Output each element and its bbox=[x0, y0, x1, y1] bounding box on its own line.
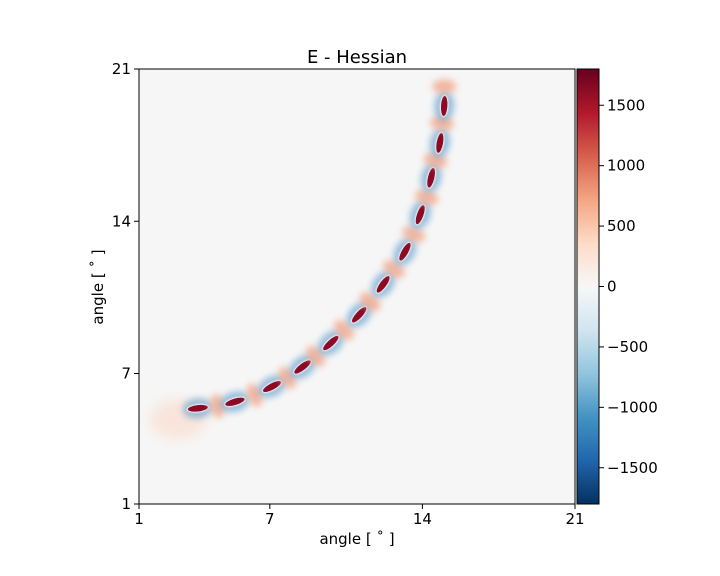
colorbar-tick-label: 500 bbox=[607, 217, 636, 235]
colorbar-tick-label: 1000 bbox=[607, 157, 645, 175]
heatmap-layer bbox=[150, 79, 457, 440]
band-point bbox=[182, 398, 213, 419]
y-tick-label: 14 bbox=[112, 212, 131, 230]
colorbar-tick-label: −500 bbox=[607, 338, 648, 356]
band-point bbox=[371, 270, 396, 298]
colorbar-tick-label: 0 bbox=[607, 278, 617, 296]
positive-lobe bbox=[399, 242, 411, 261]
positive-lobe bbox=[187, 404, 208, 412]
band-point bbox=[317, 330, 344, 356]
band-point bbox=[434, 90, 455, 121]
chart-title: E - Hessian bbox=[307, 47, 407, 68]
x-tick-label: 1 bbox=[134, 510, 144, 528]
band-point bbox=[429, 128, 451, 158]
y-axis-label: angle [ ˚ ] bbox=[89, 249, 107, 324]
band-point bbox=[393, 237, 417, 266]
colorbar-ticks: 1500 1000 500 0 −500 −1000 −1500 bbox=[599, 96, 658, 477]
plot-frame bbox=[138, 68, 576, 505]
positive-lobe bbox=[376, 276, 390, 293]
band-point bbox=[432, 79, 457, 94]
band-point bbox=[409, 200, 431, 230]
positive-lobe bbox=[351, 307, 367, 323]
band-point bbox=[402, 226, 426, 243]
x-tick-label: 21 bbox=[565, 510, 584, 528]
positive-lobe bbox=[263, 381, 281, 393]
y-tick-label: 7 bbox=[121, 365, 131, 383]
y-axis: 1 7 14 21 bbox=[112, 60, 139, 513]
x-axis: 1 7 14 21 bbox=[134, 504, 585, 528]
positive-lobe bbox=[294, 360, 311, 374]
weak-lobe bbox=[430, 116, 454, 131]
band-point bbox=[257, 375, 287, 398]
positive-lobe bbox=[440, 95, 448, 116]
x-tick-label: 7 bbox=[265, 510, 275, 528]
y-tick-label: 1 bbox=[121, 495, 131, 513]
colorbar bbox=[576, 68, 600, 505]
band-point bbox=[210, 394, 225, 419]
positive-lobe bbox=[436, 133, 444, 153]
y-tick-label: 21 bbox=[112, 60, 131, 78]
positive-lobe bbox=[427, 167, 435, 188]
band-point bbox=[220, 391, 250, 413]
band-point bbox=[415, 189, 439, 205]
weak-lobe bbox=[210, 394, 225, 419]
band-point bbox=[289, 354, 316, 380]
weak-lobe bbox=[415, 189, 439, 205]
band-point bbox=[420, 162, 442, 193]
x-tick-label: 14 bbox=[413, 510, 432, 528]
band-point bbox=[430, 116, 454, 131]
band-point bbox=[346, 301, 372, 328]
weak-lobe bbox=[402, 226, 426, 243]
colorbar-tick-label: 1500 bbox=[607, 96, 645, 114]
positive-lobe bbox=[225, 397, 245, 406]
positive-lobe bbox=[323, 335, 339, 351]
plot-background bbox=[139, 69, 575, 504]
x-axis-label: angle [ ˚ ] bbox=[319, 530, 394, 548]
weak-lobe bbox=[432, 79, 457, 94]
band-point bbox=[359, 292, 381, 311]
weak-lobe bbox=[359, 292, 381, 311]
positive-lobe bbox=[415, 205, 425, 225]
colorbar-tick-label: −1500 bbox=[607, 459, 658, 477]
colorbar-tick-label: −1000 bbox=[607, 398, 658, 416]
